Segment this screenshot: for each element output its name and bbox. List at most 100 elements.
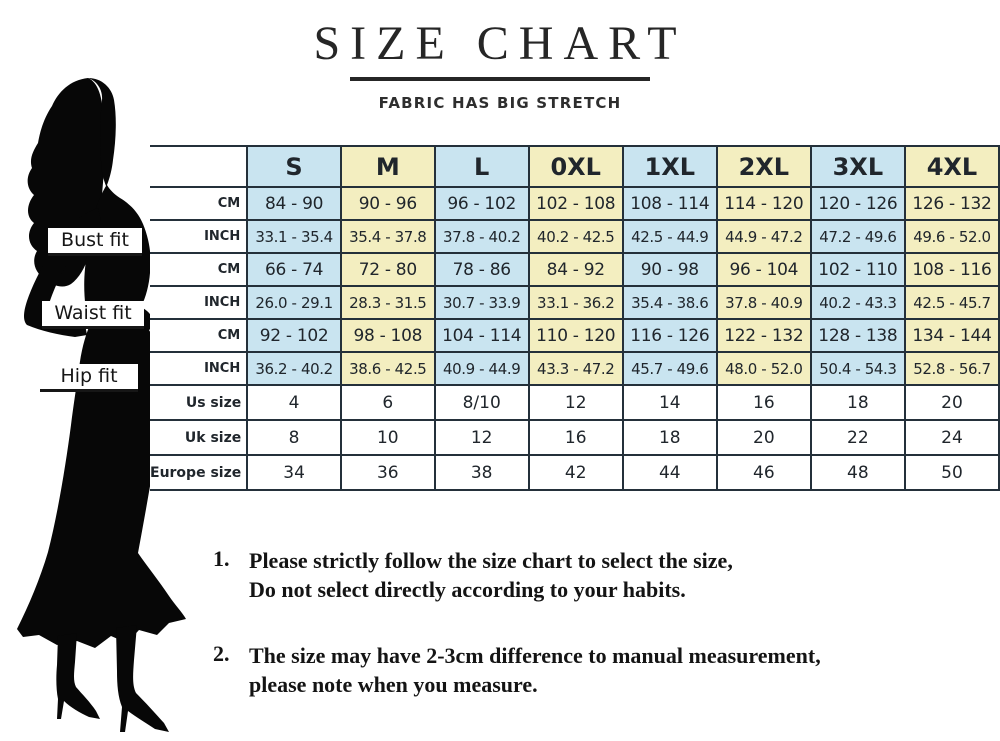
size-column-header-m: M (339, 145, 436, 188)
bust-fit-cm-row: CM 84 - 90 90 - 96 96 - 102 102 - 108 108 - 1… (150, 186, 1000, 221)
conversion-cell: 50 (903, 454, 1000, 491)
size-column-header-4xl: 4XL (903, 145, 1000, 188)
us-size-row: Us size 4 6 8/10 12 14 16 18 20 (150, 384, 1000, 421)
silhouette-left-shoe (56, 633, 100, 719)
conversion-cell: 6 (339, 384, 436, 421)
size-column-header-l: L (433, 145, 530, 188)
measurement-cell: 44.9 - 47.2 (715, 219, 812, 254)
conversion-cell: 44 (621, 454, 718, 491)
conversion-row-label: Uk size (150, 419, 249, 456)
conversion-row-label: Us size (150, 384, 249, 421)
conversion-cell: 16 (715, 384, 812, 421)
measurement-cell: 98 - 108 (339, 318, 436, 353)
measurement-cell: 108 - 114 (621, 186, 718, 221)
waist-fit-cm-row: CM 66 - 74 72 - 80 78 - 86 84 - 92 90 - 98 96 … (150, 252, 1000, 287)
measurement-cell: 96 - 104 (715, 252, 812, 287)
measurement-cell: 114 - 120 (715, 186, 812, 221)
measurement-cell: 102 - 108 (527, 186, 624, 221)
corner-cell (150, 145, 249, 188)
measurement-cell: 90 - 96 (339, 186, 436, 221)
size-column-header-s: S (246, 145, 342, 188)
note-1-text: Please strictly follow the size chart to… (249, 546, 733, 604)
size-column-header-3xl: 3XL (809, 145, 906, 188)
measurement-cell: 37.8 - 40.9 (715, 285, 812, 320)
cm-unit-label: CM (150, 318, 249, 353)
measurement-cell: 30.7 - 33.9 (433, 285, 530, 320)
conversion-cell: 20 (903, 384, 1000, 421)
note-2: 2. The size may have 2-3cm difference to… (213, 641, 873, 699)
conversion-row-label: Europe size (150, 454, 249, 491)
conversion-cell: 20 (715, 419, 812, 456)
note-1-number: 1. (213, 546, 230, 571)
cm-unit-label: CM (150, 186, 249, 221)
hip-fit-cm-row: CM 92 - 102 98 - 108 104 - 114 110 - 120 116 … (150, 318, 1000, 353)
note-2-number: 2. (213, 641, 230, 667)
measurement-cell: 92 - 102 (246, 318, 342, 353)
conversion-cell: 36 (339, 454, 436, 491)
measurement-cell: 37.8 - 40.2 (433, 219, 530, 254)
measurement-cell: 116 - 126 (621, 318, 718, 353)
europe-size-row: Europe size 34 36 38 42 44 46 48 50 (150, 454, 1000, 491)
note-2-line-2: please note when you measure. (249, 672, 538, 698)
measurement-cell: 47.2 - 49.6 (809, 219, 906, 254)
measurement-cell: 96 - 102 (433, 186, 530, 221)
cm-unit-label: CM (150, 252, 249, 287)
page-title: SIZE CHART (313, 17, 687, 70)
size-table-container: S M L 0XL 1XL 2XL 3XL 4XL CM 84 - 90 90 - 96 96 - 1… (150, 145, 1000, 491)
measurement-cell: 45.7 - 49.6 (621, 351, 718, 386)
uk-size-row: Uk size 8 10 12 16 18 20 22 24 (150, 419, 1000, 456)
hip-fit-inch-row: INCH 36.2 - 40.2 38.6 - 42.5 40.9 - 44.9 43.… (150, 351, 1000, 386)
conversion-cell: 12 (527, 384, 624, 421)
conversion-cell: 38 (433, 454, 530, 491)
measurement-cell: 128 - 138 (809, 318, 906, 353)
measurement-cell: 120 - 126 (809, 186, 906, 221)
measurement-cell: 33.1 - 36.2 (527, 285, 624, 320)
measurement-cell: 110 - 120 (527, 318, 624, 353)
conversion-cell: 12 (433, 419, 530, 456)
bust-fit-label: Bust fit (48, 228, 142, 256)
measurement-cell: 52.8 - 56.7 (903, 351, 1000, 386)
measurement-cell: 84 - 90 (246, 186, 342, 221)
note-1-line-1: Please strictly follow the size chart to… (249, 548, 733, 573)
measurement-cell: 26.0 - 29.1 (246, 285, 342, 320)
inch-unit-label: INCH (150, 285, 249, 320)
subtitle-fabric-stretch: FABRIC HAS BIG STRETCH (378, 94, 622, 112)
hip-fit-label: Hip fit (40, 364, 138, 392)
measurement-cell: 38.6 - 42.5 (339, 351, 436, 386)
bust-fit-inch-row: INCH 33.1 - 35.4 35.4 - 37.8 37.8 - 40.2 40.… (150, 219, 1000, 254)
measurement-cell: 48.0 - 52.0 (715, 351, 812, 386)
size-table: S M L 0XL 1XL 2XL 3XL 4XL CM 84 - 90 90 - 96 96 - 1… (150, 145, 1000, 491)
measurement-cell: 40.9 - 44.9 (433, 351, 530, 386)
measurement-cell: 126 - 132 (903, 186, 1000, 221)
note-1: 1. Please strictly follow the size chart… (213, 546, 873, 604)
note-2-line-1: The size may have 2-3cm difference to ma… (249, 643, 821, 669)
inch-unit-label: INCH (150, 219, 249, 254)
conversion-cell: 18 (809, 384, 906, 421)
conversion-cell: 46 (715, 454, 812, 491)
measurement-cell: 43.3 - 47.2 (527, 351, 624, 386)
measurement-cell: 104 - 114 (433, 318, 530, 353)
conversion-cell: 24 (903, 419, 1000, 456)
note-1-line-2: Do not select directly according to your… (249, 577, 686, 603)
size-header-row: S M L 0XL 1XL 2XL 3XL 4XL (150, 145, 1000, 188)
conversion-cell: 22 (809, 419, 906, 456)
measurement-cell: 36.2 - 40.2 (246, 351, 342, 386)
size-column-header-2xl: 2XL (715, 145, 812, 188)
measurement-cell: 66 - 74 (246, 252, 342, 287)
size-column-header-1xl: 1XL (621, 145, 718, 188)
measurement-cell: 72 - 80 (339, 252, 436, 287)
measurement-cell: 49.6 - 52.0 (903, 219, 1000, 254)
silhouette-right-shoe (116, 625, 169, 732)
measurement-cell: 42.5 - 45.7 (903, 285, 1000, 320)
conversion-cell: 16 (527, 419, 624, 456)
title-underline (350, 77, 650, 81)
measurement-cell: 134 - 144 (903, 318, 1000, 353)
conversion-cell: 42 (527, 454, 624, 491)
silhouette-body (17, 78, 186, 648)
conversion-cell: 8 (246, 419, 342, 456)
measurement-cell: 78 - 86 (433, 252, 530, 287)
conversion-cell: 14 (621, 384, 718, 421)
measurement-cell: 90 - 98 (621, 252, 718, 287)
conversion-cell: 8/10 (433, 384, 530, 421)
